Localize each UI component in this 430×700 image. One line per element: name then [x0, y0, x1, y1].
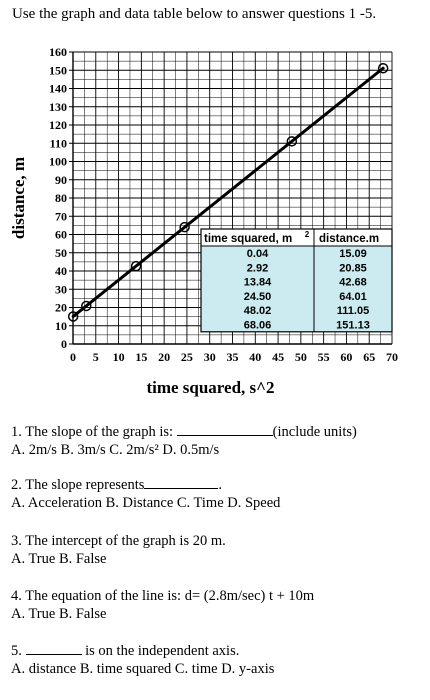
q2-text: 2. The slope represents	[11, 477, 145, 493]
y-tick-label: 130	[49, 100, 67, 114]
q3-text: 3. The intercept of the graph is 20 m.	[11, 533, 226, 549]
table-cell-time: 13.84	[244, 277, 272, 289]
q1-hint: (include units)	[272, 424, 357, 440]
q2-dot: .	[218, 477, 223, 493]
axis-labels: time squared, s^2 distance, m	[9, 157, 275, 397]
x-tick-label: 25	[181, 350, 193, 364]
x-tick-label: 10	[113, 350, 125, 364]
table-cell-distance: 20.85	[339, 262, 367, 274]
table-header-superscript: 2	[305, 230, 310, 239]
table-cell-time: 0.04	[247, 248, 269, 260]
y-tick-label: 80	[55, 191, 67, 205]
y-tick-label: 160	[49, 45, 67, 59]
y-tick-label: 90	[55, 173, 67, 187]
x-tick-label: 5	[93, 350, 99, 364]
x-tick-label: 15	[135, 350, 147, 364]
q2-options: A. Acceleration B. Distance C. Time D. S…	[11, 495, 281, 511]
table-cell-distance: 111.05	[337, 305, 369, 317]
q4-options: A. True B. False	[11, 606, 107, 622]
q1-answer-blank[interactable]	[176, 423, 273, 436]
table-cell-distance: 64.01	[339, 291, 367, 303]
table-header-time: time squared, m	[204, 233, 292, 245]
q5-number: 5.	[11, 643, 26, 659]
x-tick-label: 70	[386, 350, 398, 364]
table-border	[200, 228, 393, 333]
y-tick-label: 110	[50, 136, 67, 150]
y-tick-label: 10	[55, 319, 67, 333]
y-tick-labels: 0 10 20 30 40 50 60 70 80 90 100 110 120 130 140 150 160	[49, 45, 73, 351]
x-tick-label: 65	[363, 350, 375, 364]
x-tick-labels: 0 5 10 15 20 25 30 35 40 45 50 55 60 65 70	[70, 350, 398, 364]
y-tick-label: 50	[55, 246, 67, 260]
x-tick-label: 35	[227, 350, 239, 364]
instructions-header: Use the graph and data table below to an…	[12, 6, 377, 22]
x-tick-label: 40	[249, 350, 261, 364]
table-cell-distance: 151.13	[336, 320, 370, 332]
question-1: 1. The slope of the graph is: (include u…	[11, 423, 357, 459]
table-body-fill	[201, 246, 392, 332]
data-point	[130, 260, 142, 272]
data-point	[179, 221, 190, 233]
x-tick-label: 60	[340, 350, 352, 364]
y-tick-label: 70	[55, 209, 67, 223]
question-3: 3. The intercept of the graph is 20 m. A…	[11, 532, 226, 568]
y-tick-label: 40	[55, 264, 67, 278]
x-axis-label: time squared, s^2	[146, 378, 274, 397]
data-point	[377, 62, 389, 74]
y-tick-label: 60	[55, 228, 67, 242]
series-line	[71, 66, 385, 318]
table-cell-distance: 15.09	[339, 248, 367, 260]
distance-vs-time-squared-chart: 0102030405060708090100110120130140150160…	[9, 45, 398, 397]
y-tick-label: 150	[49, 63, 67, 77]
table-cell-distance: 42.68	[339, 277, 367, 289]
table-cell-time: 48.02	[244, 305, 272, 317]
q4-text: 4. The equation of the line is: d= (2.8m…	[11, 588, 315, 604]
table-cell-time: 68.06	[244, 320, 272, 332]
y-tick-label: 30	[55, 282, 67, 296]
data-table: time squared, m 2 distance.m 0.04 15.09 2.92 2…	[200, 228, 393, 333]
q5-answer-blank[interactable]	[25, 642, 82, 655]
y-tick-label: 0	[61, 337, 67, 351]
y-axis-label: distance, m	[9, 157, 28, 239]
data-point	[286, 136, 298, 147]
x-tick-label: 55	[318, 350, 330, 364]
q1-options: A. 2m/s B. 3m/s C. 2m/s² D. 0.5m/s	[11, 442, 220, 458]
table-header-distance: distance.m	[319, 233, 379, 245]
q5-options: A. distance B. time squared C. time D. y…	[11, 661, 275, 677]
data-point	[81, 300, 92, 312]
y-tick-label: 20	[55, 301, 67, 315]
x-tick-label: 50	[295, 350, 307, 364]
q2-answer-blank[interactable]	[144, 476, 219, 489]
y-tick-label: 140	[49, 82, 67, 96]
q3-options: A. True B. False	[11, 551, 107, 567]
x-tick-label: 45	[272, 350, 284, 364]
x-tick-label: 30	[204, 350, 216, 364]
question-5: 5. is on the independent axis. A. distan…	[11, 642, 274, 678]
question-2: 2. The slope represents. A. Acceleration…	[11, 476, 280, 512]
data-series	[67, 62, 389, 322]
q1-text: 1. The slope of the graph is:	[11, 424, 177, 440]
x-tick-label: 20	[158, 350, 170, 364]
table-cell-time: 2.92	[247, 262, 268, 274]
data-point	[67, 311, 79, 322]
question-4: 4. The equation of the line is: d= (2.8m…	[11, 587, 314, 623]
x-tick-label: 0	[70, 350, 76, 364]
q5-text: is on the independent axis.	[81, 643, 240, 659]
table-cell-time: 24.50	[244, 291, 272, 303]
y-tick-label: 120	[49, 118, 67, 132]
y-tick-label: 100	[49, 155, 67, 169]
